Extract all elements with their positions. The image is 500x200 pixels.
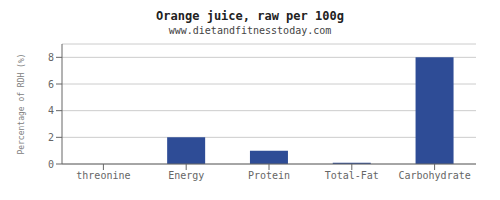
svg-text:Carbohydrate: Carbohydrate	[398, 170, 470, 181]
svg-text:Percentage of RDH (%): Percentage of RDH (%)	[17, 53, 26, 154]
svg-text:0: 0	[48, 159, 54, 170]
svg-text:6: 6	[48, 79, 54, 90]
svg-text:2: 2	[48, 132, 54, 143]
html-text:www.dietandfitnesstoday.com: www.dietandfitnesstoday.com	[168, 25, 332, 36]
svg-text:8: 8	[48, 52, 54, 63]
html-text:Orange juice, raw per 100g: Orange juice, raw per 100g	[156, 9, 344, 23]
svg-text:Energy: Energy	[168, 170, 204, 181]
svg-text:Total-Fat: Total-Fat	[325, 170, 379, 181]
svg-text:threonine: threonine	[76, 170, 130, 181]
svg-text:Protein: Protein	[248, 170, 290, 181]
svg-text:4: 4	[48, 105, 54, 116]
